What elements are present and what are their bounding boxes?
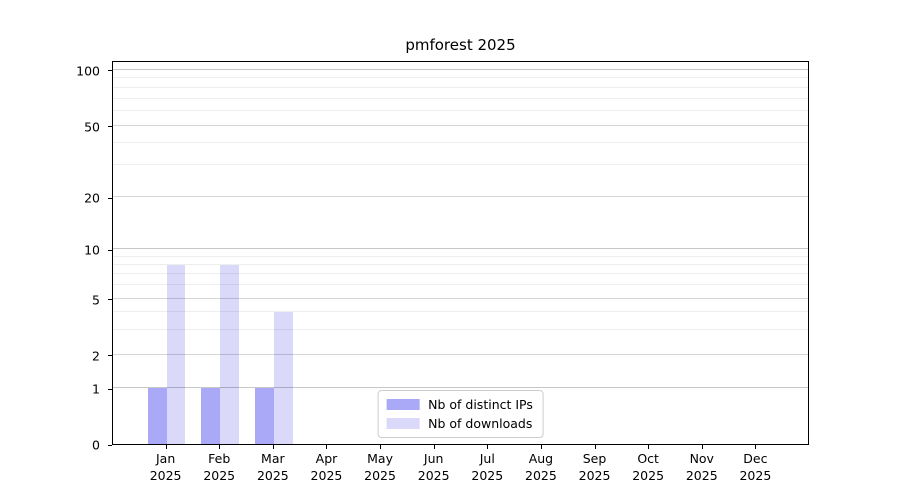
x-tick-mark (540, 445, 542, 449)
gridline-minor (113, 273, 808, 275)
x-tick-month: Sep (582, 451, 607, 466)
legend-swatch-distinct-ips (386, 399, 420, 410)
legend-swatch-downloads (386, 418, 420, 429)
y-tick-mark (108, 444, 112, 446)
gridline-major (113, 248, 808, 250)
gridline-minor (113, 97, 808, 99)
gridline-major (113, 387, 808, 389)
x-tick-year: 2025 (471, 467, 504, 483)
gridline-minor (113, 77, 808, 79)
x-tick-mark (755, 445, 757, 449)
gridline-major (113, 297, 808, 299)
x-tick-year: 2025 (310, 467, 343, 483)
x-tick-mark (272, 445, 274, 449)
y-tick-label: 2 (92, 348, 100, 364)
x-tick-mark (433, 445, 435, 449)
y-tick-label: 1 (92, 381, 100, 397)
gridline-major (113, 196, 808, 198)
x-tick-mark (165, 445, 167, 449)
bar-downloads-mar (273, 312, 293, 444)
x-tick-mark (701, 445, 703, 449)
x-tick-month: Mar (261, 451, 285, 466)
x-tick-year: 2025 (632, 467, 665, 483)
bar-distinct-ips-mar (255, 388, 274, 444)
x-tick-mark (219, 445, 221, 449)
y-tick-mark (108, 299, 112, 300)
x-tick-year: 2025 (256, 467, 289, 483)
gridline-minor (113, 109, 808, 111)
x-tick-mark (326, 445, 328, 449)
x-tick-month: May (367, 451, 393, 466)
x-tick-label: Apr 2025 (296, 451, 356, 485)
gridline-minor (113, 255, 808, 257)
y-tick-label: 5 (92, 292, 100, 307)
gridline-minor (113, 141, 808, 143)
bar-downloads-feb (220, 264, 239, 444)
x-tick-month: Oct (637, 451, 659, 466)
x-tick-year: 2025 (364, 467, 396, 483)
x-tick-mark (594, 445, 596, 449)
x-tick-label: Aug 2025 (511, 451, 571, 485)
x-tick-year: 2025 (149, 467, 182, 483)
plot-area: Nb of distinct IPs Nb of downloads (112, 61, 809, 445)
y-tick-label: 50 (84, 119, 100, 134)
y-tick-label: 0 (92, 437, 100, 453)
x-tick-year: 2025 (578, 467, 611, 483)
gridline-minor (113, 164, 808, 166)
x-tick-year: 2025 (417, 467, 450, 483)
gridline-major (113, 354, 808, 355)
chart-title: pmforest 2025 (405, 36, 516, 54)
x-tick-year: 2025 (203, 467, 236, 483)
gridline-minor (113, 311, 808, 313)
bar-distinct-ips-jan (147, 388, 167, 444)
x-tick-month: Aug (528, 451, 554, 466)
x-tick-label: Oct 2025 (618, 451, 678, 485)
gridline-minor (113, 284, 808, 286)
y-tick-mark (108, 388, 112, 390)
gridline-major (113, 124, 808, 126)
x-tick-mark (648, 445, 650, 449)
y-tick-label: 100 (76, 63, 100, 79)
x-tick-label: Dec 2025 (725, 451, 785, 485)
x-tick-label: Jan 2025 (136, 451, 196, 485)
gridline-minor (113, 263, 808, 265)
y-tick-mark (108, 70, 112, 72)
x-tick-month: Apr (315, 451, 338, 466)
gridline-major (113, 68, 808, 70)
x-tick-mark (380, 445, 382, 449)
x-tick-year: 2025 (685, 467, 718, 483)
legend-item-downloads: Nb of downloads (386, 416, 533, 431)
x-tick-year: 2025 (739, 467, 772, 483)
y-tick-mark (108, 355, 112, 357)
x-tick-month: Jan (155, 451, 176, 466)
y-tick-label: 20 (84, 190, 100, 206)
x-tick-mark (487, 445, 489, 449)
x-tick-month: Dec (743, 451, 768, 466)
x-tick-month: Jun (423, 451, 444, 466)
x-tick-month: Nov (689, 451, 714, 466)
legend: Nb of distinct IPs Nb of downloads (377, 390, 544, 438)
x-tick-year: 2025 (525, 467, 557, 483)
y-tick-mark (108, 249, 112, 251)
x-tick-label: Sep 2025 (565, 451, 625, 485)
gridline-minor (113, 86, 808, 88)
x-tick-month: Feb (208, 451, 231, 466)
y-tick-label: 10 (84, 242, 100, 258)
y-tick-mark (108, 197, 112, 199)
bar-distinct-ips-feb (201, 388, 221, 444)
x-tick-label: Jul 2025 (457, 451, 517, 485)
x-tick-label: May 2025 (350, 451, 410, 485)
y-tick-mark (108, 126, 112, 127)
legend-label-downloads: Nb of downloads (428, 416, 533, 431)
x-tick-month: Jul (479, 451, 495, 466)
legend-item-distinct-ips: Nb of distinct IPs (386, 397, 533, 412)
x-tick-label: Nov 2025 (672, 451, 732, 485)
legend-label-distinct-ips: Nb of distinct IPs (428, 397, 533, 412)
gridline-minor (113, 329, 808, 330)
x-tick-label: Mar 2025 (243, 451, 303, 485)
bar-downloads-jan (166, 264, 186, 444)
x-tick-label: Feb 2025 (189, 451, 249, 485)
x-tick-label: Jun 2025 (404, 451, 464, 485)
